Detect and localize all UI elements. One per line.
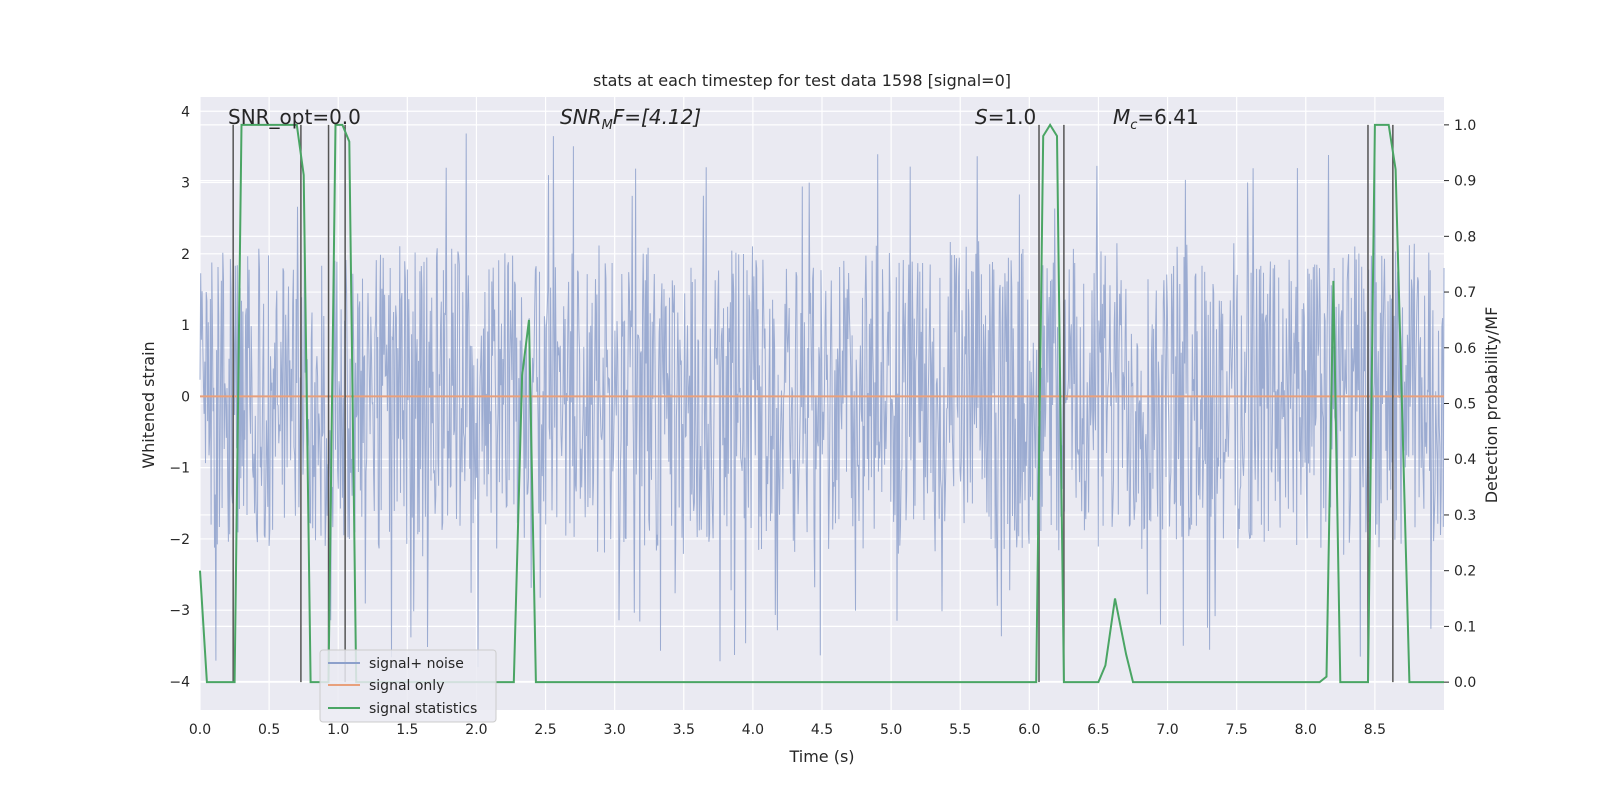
y-tick-label-left: −2 — [169, 532, 190, 548]
annotation-snr-mf: SNRMF=[4.12] — [560, 105, 701, 133]
x-tick-label: 5.5 — [949, 722, 971, 738]
y-tick-label-right: 0.6 — [1454, 341, 1476, 357]
x-tick-label: 2.0 — [465, 722, 487, 738]
y-tick-label-right: 0.4 — [1454, 452, 1476, 468]
y-tick-label-right: 0.1 — [1454, 619, 1476, 635]
x-tick-label: 7.0 — [1156, 722, 1178, 738]
y-tick-label-left: 0 — [181, 389, 190, 405]
legend: signal+ noise signal only signal statist… — [319, 649, 497, 723]
y-tick-labels-right: 1.0 0.9 0.8 0.7 0.6 0.5 0.4 0.3 0.2 0.1 0.0 — [1444, 118, 1476, 691]
y-tick-label-left: 2 — [181, 247, 190, 263]
x-tick-label: 3.0 — [604, 722, 626, 738]
y-tick-label-left: 3 — [181, 176, 190, 192]
annotation-s: S=1.0 — [975, 105, 1036, 129]
x-tick-label: 2.5 — [534, 722, 556, 738]
x-tick-label: 0.0 — [189, 722, 211, 738]
x-tick-label: 4.5 — [811, 722, 833, 738]
chart-title: stats at each timestep for test data 159… — [593, 71, 1011, 90]
signal-statistics-series — [199, 123, 1444, 684]
annotation-snr-opt: SNR_opt=0.0 — [228, 105, 361, 129]
s-italic: S — [975, 105, 988, 129]
y-tick-label-right: 0.3 — [1454, 508, 1476, 524]
annotation-mc: Mc=6.41 — [1113, 105, 1199, 133]
x-tick-label: 0.5 — [258, 722, 280, 738]
y-tick-label-left: −1 — [169, 461, 190, 477]
y-axis-label-right: Detection probability/MF — [1482, 307, 1501, 504]
snr-mf-sub: M — [602, 118, 613, 133]
legend-label-signal-only: signal only — [369, 678, 444, 694]
x-tick-labels: 0.0 0.5 1.0 1.5 2.0 2.5 3.0 3.5 4.0 4.5 5.0 5.5 6.0 6… — [189, 722, 1386, 738]
s-rest: =1.0 — [988, 105, 1037, 129]
snr-mf-main: SNR — [560, 105, 602, 129]
y-tick-label-right: 0.9 — [1454, 174, 1476, 190]
y-tick-label-right: 0.7 — [1454, 285, 1476, 301]
x-tick-label: 8.0 — [1295, 722, 1317, 738]
y-axis-label-left: Whitened strain — [139, 341, 158, 468]
legend-label-noise: signal+ noise — [369, 656, 464, 672]
y-tick-label-right: 1.0 — [1454, 118, 1476, 134]
legend-box — [319, 649, 497, 723]
x-tick-label: 8.5 — [1364, 722, 1386, 738]
x-tick-label: 7.5 — [1226, 722, 1248, 738]
x-tick-label: 1.5 — [396, 722, 418, 738]
y-tick-label-left: 4 — [181, 104, 190, 120]
x-tick-label: 1.0 — [327, 722, 349, 738]
y-tick-label-left: 1 — [181, 318, 190, 334]
x-tick-label: 6.0 — [1018, 722, 1040, 738]
y-tick-label-right: 0.0 — [1454, 675, 1476, 691]
x-tick-label: 6.5 — [1087, 722, 1109, 738]
mc-main: M — [1113, 105, 1130, 129]
y-tick-label-right: 0.5 — [1454, 397, 1476, 413]
mc-rest: =6.41 — [1137, 105, 1198, 129]
y-tick-label-right: 0.8 — [1454, 229, 1476, 245]
x-tick-label: 5.0 — [880, 722, 902, 738]
y-tick-label-left: −4 — [169, 674, 190, 690]
snr-mf-rest: F=[4.12] — [613, 105, 701, 129]
y-tick-label-left: −3 — [169, 603, 190, 619]
y-tick-labels-left: 4 3 2 1 0 −1 −2 −3 −4 — [169, 104, 190, 690]
mc-sub: c — [1130, 118, 1137, 133]
x-axis-label: Time (s) — [788, 747, 854, 766]
x-tick-label: 3.5 — [673, 722, 695, 738]
legend-label-statistics: signal statistics — [369, 701, 477, 717]
y-tick-label-right: 0.2 — [1454, 564, 1476, 580]
signal-statistics-line — [199, 123, 1444, 684]
x-tick-label: 4.0 — [742, 722, 764, 738]
